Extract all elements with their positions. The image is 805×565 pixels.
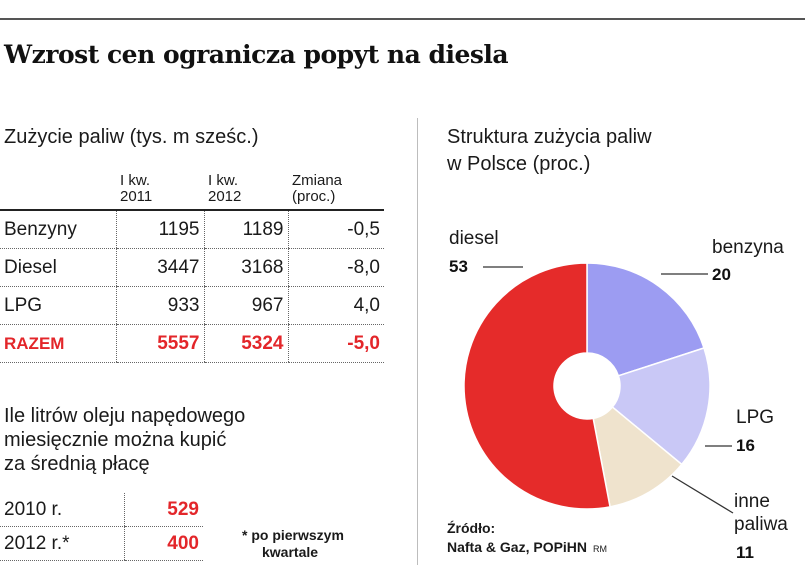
consumption-table-title: Zużycie paliw (tys. m sześc.)	[4, 126, 259, 148]
slice-label-lpg: LPG	[736, 407, 775, 428]
slice-benzyna	[586, 262, 705, 377]
slice-value-benzyna: 20	[712, 265, 731, 284]
cell-q1-2011: 933	[115, 286, 204, 325]
cell-q1-2012: 1189	[203, 210, 288, 249]
table-row: Diesel 3447 3168 -8,0	[0, 248, 384, 287]
column-header-q1-2012: I kw. 2012	[204, 172, 288, 211]
liters-value: 529	[124, 493, 203, 527]
slice-diesel	[463, 262, 611, 510]
liters-title-line: miesięcznie można kupić	[4, 429, 227, 451]
table-header-row: I kw. 2011 I kw. 2012 Zmiana (proc.)	[0, 172, 384, 211]
chart-title: Struktura zużycia paliw w Polsce (proc.)	[447, 124, 652, 178]
liters-value: 400	[124, 526, 203, 561]
cell-q1-2012: 967	[203, 286, 288, 325]
table-row-total: RAZEM 5557 5324 -5,0	[0, 324, 384, 363]
column-header-line: 2012	[208, 188, 242, 205]
row-label: Benzyny	[0, 210, 116, 249]
source-line: Nafta & Gaz, POPiHN	[447, 539, 588, 555]
table-row: LPG 933 967 4,0	[0, 286, 384, 325]
leader-inne	[671, 475, 734, 514]
row-label: LPG	[0, 286, 116, 325]
cell-q1-2011: 3447	[115, 248, 204, 287]
slice-label-diesel: diesel	[449, 228, 499, 249]
cell-q1-2012: 3168	[203, 248, 288, 287]
column-header-line: Zmiana	[292, 172, 343, 189]
slice-label-line: inne	[734, 491, 770, 512]
table-row: 2012 r.* 400	[0, 526, 203, 561]
row-label: 2012 r.*	[0, 526, 125, 561]
cell-q1-2012: 5324	[203, 324, 288, 363]
slice-value-lpg: 16	[736, 436, 755, 455]
chart-title-line: w Polsce (proc.)	[447, 153, 591, 175]
cell-change: 4,0	[287, 286, 384, 325]
footnote: * po pierwszym kwartale	[242, 527, 344, 561]
cell-q1-2011: 5557	[115, 324, 204, 363]
slice-label-inne: inne paliwa	[734, 490, 788, 536]
chart-title-line: Struktura zużycia paliw	[447, 126, 652, 148]
liters-table: 2010 r. 529 2012 r.* 400	[0, 493, 203, 561]
cell-change: -0,5	[287, 210, 384, 249]
column-divider	[417, 118, 418, 565]
top-rule	[0, 18, 805, 20]
slice-value-inne: 11	[736, 543, 754, 562]
column-header-line: I kw.	[120, 172, 151, 189]
header-blank	[0, 173, 116, 211]
slice-label-line: paliwa	[734, 514, 788, 535]
table-row: 2010 r. 529	[0, 493, 203, 527]
credit: RM	[593, 544, 608, 554]
cell-q1-2011: 1195	[115, 210, 204, 249]
consumption-table: I kw. 2011 I kw. 2012 Zmiana (proc.) Benzyn…	[0, 173, 384, 363]
column-header-line: 2011	[120, 188, 153, 205]
slice-inne-paliwa	[592, 405, 683, 508]
liters-title-line: za średnią płacę	[4, 453, 150, 475]
liters-title: Ile litrów oleju napędowego miesięcznie …	[4, 404, 245, 476]
column-header-line: (proc.)	[292, 188, 336, 205]
cell-change: -8,0	[287, 248, 384, 287]
slice-label-benzyna: benzyna	[712, 237, 784, 258]
liters-title-line: Ile litrów oleju napędowego	[4, 405, 246, 427]
column-header-q1-2011: I kw. 2011	[116, 172, 204, 211]
row-label: Diesel	[0, 248, 116, 287]
footnote-line: kwartale	[262, 544, 319, 560]
slice-value-diesel: 53	[449, 257, 468, 276]
row-label: 2010 r.	[0, 493, 125, 527]
cell-change: -5,0	[287, 324, 384, 363]
page-title: Wzrost cen ogranicza popyt na diesla	[4, 40, 509, 69]
slice-lpg	[611, 347, 711, 466]
column-header-line: I kw.	[208, 172, 239, 189]
source-line: Źródło:	[447, 520, 496, 536]
footnote-line: * po pierwszym	[242, 527, 344, 543]
table-row: Benzyny 1195 1189 -0,5	[0, 210, 384, 249]
row-label: RAZEM	[0, 324, 116, 363]
column-header-change: Zmiana (proc.)	[288, 172, 384, 211]
source-note: Źródło: Nafta & Gaz, POPiHN RM	[447, 519, 607, 559]
